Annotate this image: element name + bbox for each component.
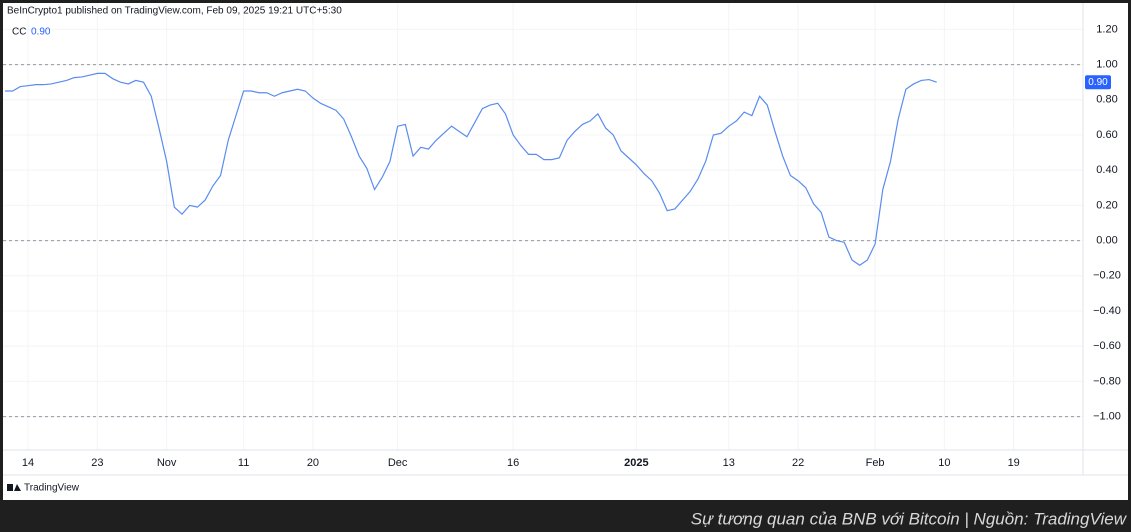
current-value-badge [1085,75,1111,90]
y-tick-label: 0.60 [1096,129,1117,141]
series-current-value: 0.90 [31,27,51,38]
x-tick-label: 11 [238,457,249,469]
x-tick-label: Feb [866,457,885,469]
y-tick-label: −0.40 [1093,305,1121,317]
y-tick-label: 1.20 [1096,23,1117,35]
y-tick-label: −1.00 [1093,410,1121,422]
y-tick-label: −0.80 [1093,375,1121,387]
x-tick-label: Dec [388,457,408,469]
y-tick-label: 0.20 [1096,199,1117,211]
y-tick-label: 0.00 [1096,234,1117,246]
series-name: CC [12,27,26,38]
y-tick-label: −0.60 [1093,340,1121,352]
x-tick-label: 10 [938,457,950,469]
grid [3,3,1083,450]
caption: Sự tương quan của BNB với Bitcoin | Nguồ… [691,509,1128,528]
x-tick-label: 23 [91,457,103,469]
y-tick-label: 0.80 [1096,94,1117,106]
brand-logo [7,484,21,491]
x-tick-label: 22 [792,457,804,469]
y-tick-label: 1.00 [1096,59,1117,71]
plot [4,72,937,266]
y-tick-label: −0.20 [1093,270,1121,282]
current-value-label: 0.90 [1088,77,1108,88]
x-tick-label: 19 [1008,457,1020,469]
x-tick-label: 2025 [624,457,648,469]
y-tick-label: 0.40 [1096,164,1117,176]
x-tick-label: 13 [723,457,735,469]
series-line [4,72,937,266]
x-tick-label: Nov [157,457,177,469]
x-tick-label: 20 [307,457,319,469]
brand-name: TradingView [24,483,80,494]
axes: 1.20 1.00 0.80 0.60 0.40 0.20 0.00 −0.20 −0.40 −0… [22,23,1121,469]
x-tick-label: 14 [22,457,34,469]
chart-panel [3,3,1128,500]
publish-info: BeInCrypto1 published on TradingView.com… [7,6,342,17]
x-tick-label: 16 [507,457,519,469]
